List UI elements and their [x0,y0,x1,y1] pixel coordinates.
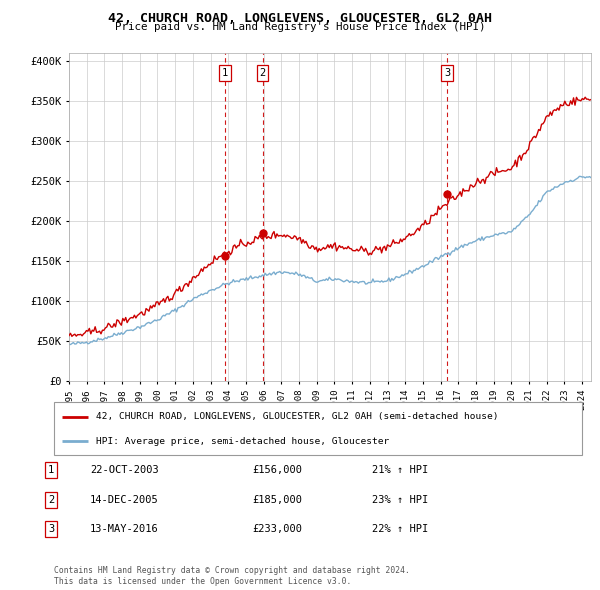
Text: 3: 3 [444,68,450,78]
Text: 42, CHURCH ROAD, LONGLEVENS, GLOUCESTER, GL2 0AH: 42, CHURCH ROAD, LONGLEVENS, GLOUCESTER,… [108,12,492,25]
Text: 3: 3 [48,525,54,534]
Text: £233,000: £233,000 [252,525,302,534]
Text: 2: 2 [260,68,266,78]
Text: 23% ↑ HPI: 23% ↑ HPI [372,495,428,504]
Text: This data is licensed under the Open Government Licence v3.0.: This data is licensed under the Open Gov… [54,577,352,586]
Text: Price paid vs. HM Land Registry's House Price Index (HPI): Price paid vs. HM Land Registry's House … [115,22,485,32]
Text: 13-MAY-2016: 13-MAY-2016 [90,525,159,534]
Text: 21% ↑ HPI: 21% ↑ HPI [372,466,428,475]
Text: Contains HM Land Registry data © Crown copyright and database right 2024.: Contains HM Land Registry data © Crown c… [54,566,410,575]
Text: 22-OCT-2003: 22-OCT-2003 [90,466,159,475]
Text: 14-DEC-2005: 14-DEC-2005 [90,495,159,504]
Text: 22% ↑ HPI: 22% ↑ HPI [372,525,428,534]
Text: £185,000: £185,000 [252,495,302,504]
Text: 1: 1 [222,68,228,78]
Text: 42, CHURCH ROAD, LONGLEVENS, GLOUCESTER, GL2 0AH (semi-detached house): 42, CHURCH ROAD, LONGLEVENS, GLOUCESTER,… [96,412,499,421]
Text: 2: 2 [48,495,54,504]
Text: 1: 1 [48,466,54,475]
Text: HPI: Average price, semi-detached house, Gloucester: HPI: Average price, semi-detached house,… [96,437,389,445]
Text: £156,000: £156,000 [252,466,302,475]
